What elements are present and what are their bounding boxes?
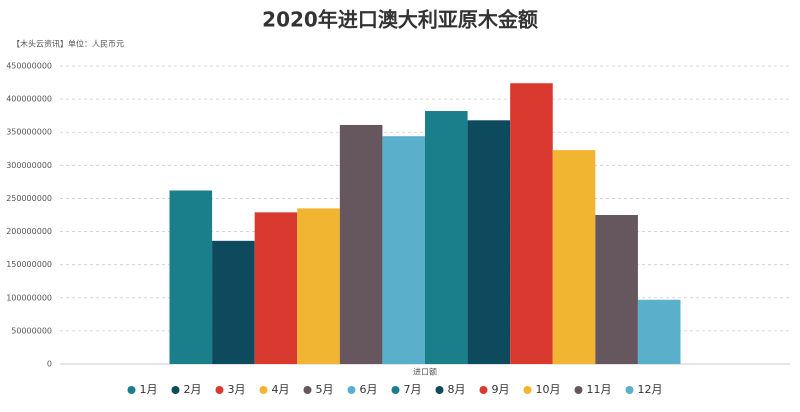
legend-label: 1月: [140, 383, 158, 396]
legend-label: 5月: [316, 383, 334, 396]
legend-marker: [127, 386, 136, 394]
bar: [169, 190, 213, 364]
y-tick-label: 150000000: [6, 260, 52, 269]
legend-marker: [574, 386, 583, 394]
bar: [339, 124, 383, 364]
y-tick-label: 0: [47, 360, 52, 369]
legend-marker: [171, 386, 180, 394]
bar: [595, 215, 638, 364]
legend-label: 3月: [228, 383, 246, 396]
bar: [425, 111, 468, 364]
y-tick-label: 250000000: [6, 194, 52, 203]
bar: [382, 136, 425, 364]
chart-subtitle: 【木头云资讯】单位：人民币元: [12, 39, 124, 49]
bar: [254, 212, 298, 364]
legend-label: 2月: [184, 383, 202, 396]
legend-marker: [259, 386, 268, 394]
y-tick-label: 300000000: [6, 161, 52, 170]
legend-label: 10月: [536, 383, 561, 396]
legend-marker: [479, 386, 488, 394]
y-tick-label: 450000000: [6, 62, 52, 71]
legend-label: 6月: [360, 383, 378, 396]
legend-label: 9月: [492, 383, 510, 396]
legend-label: 8月: [448, 383, 466, 396]
legend-marker: [523, 386, 532, 394]
y-tick-label: 100000000: [6, 293, 52, 302]
bar: [297, 208, 340, 364]
y-tick-label: 350000000: [6, 128, 52, 137]
legend-marker: [347, 386, 356, 394]
legend-marker: [391, 386, 400, 394]
chart-title: 2020年进口澳大利亚原木金额: [262, 8, 538, 32]
legend-label: 4月: [272, 383, 290, 396]
bar: [467, 120, 511, 365]
legend-label: 12月: [638, 383, 663, 396]
y-tick-label: 50000000: [11, 326, 52, 335]
y-tick-label: 200000000: [6, 227, 52, 236]
legend-marker: [435, 386, 444, 394]
legend-marker: [625, 386, 634, 394]
x-tick-label: 进口额: [413, 367, 437, 377]
bar: [212, 240, 255, 364]
legend-marker: [215, 386, 224, 394]
legend-marker: [303, 386, 312, 394]
bar: [637, 299, 681, 364]
legend-label: 7月: [404, 383, 422, 396]
y-tick-label: 400000000: [6, 95, 52, 104]
bar: [510, 83, 553, 365]
bar: [552, 150, 596, 364]
legend-label: 11月: [587, 383, 612, 396]
